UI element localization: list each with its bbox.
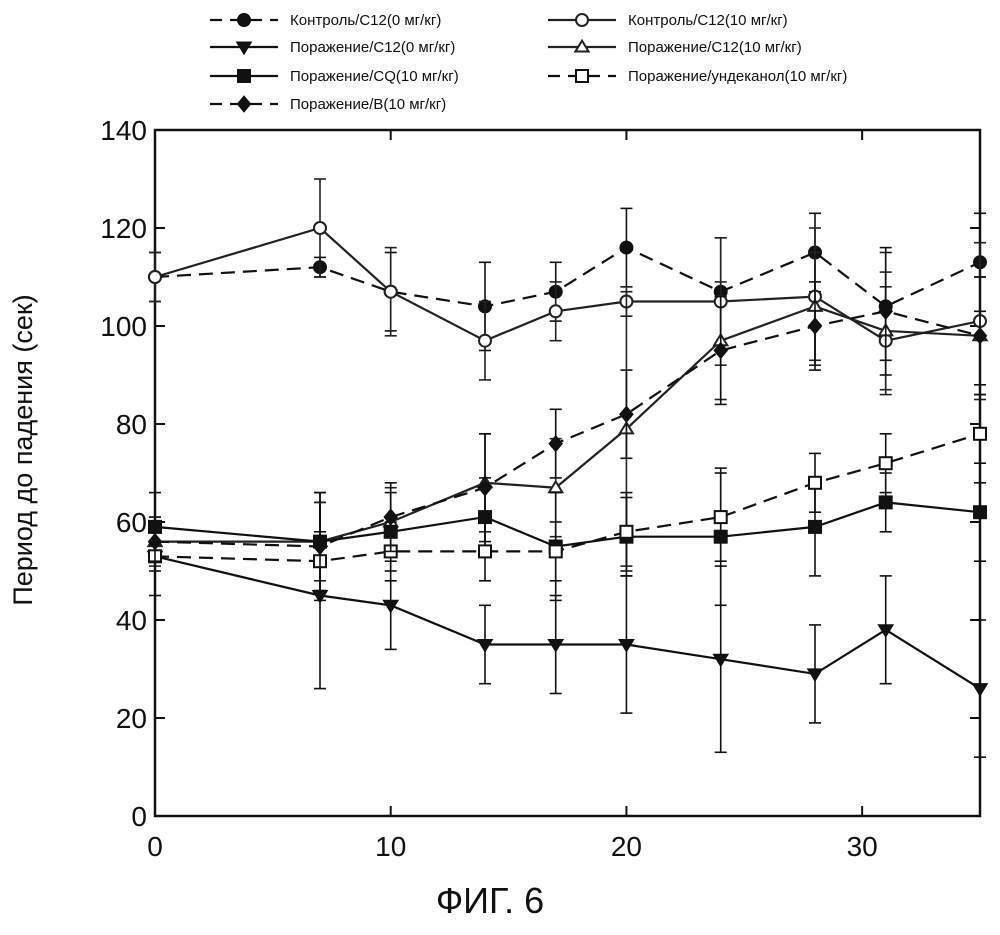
- legend-item-5: Поражение/CQ(10 мг/кг): [210, 68, 459, 85]
- legend-item-2: Контроль/C12(10 мг/кг): [548, 12, 788, 29]
- series-line: [155, 248, 980, 307]
- y-tick-label: 60: [116, 507, 147, 538]
- data-point: [620, 242, 632, 254]
- legend-item-3: Поражение/C12(0 мг/кг): [210, 39, 455, 56]
- legend-label: Поражение/ундеканол(10 мг/кг): [628, 68, 847, 85]
- series-7: [149, 248, 986, 601]
- y-tick-label: 140: [100, 115, 147, 146]
- data-point: [809, 477, 821, 489]
- y-tick-label: 0: [131, 801, 147, 832]
- data-point: [550, 545, 562, 557]
- series-2: [149, 179, 986, 400]
- y-tick-label: 80: [116, 409, 147, 440]
- y-tick-label: 40: [116, 605, 147, 636]
- legend-label: Поражение/CQ(10 мг/кг): [290, 68, 459, 85]
- legend-marker: [238, 70, 250, 82]
- series-6: [149, 385, 986, 591]
- legend-item-6: Поражение/ундеканол(10 мг/кг): [548, 68, 847, 85]
- data-point: [385, 286, 397, 298]
- x-tick-label: 20: [611, 831, 642, 862]
- legend-label: Контроль/C12(10 мг/кг): [628, 12, 788, 29]
- data-point: [715, 511, 727, 523]
- legend-label: Поражение/B(10 мг/кг): [290, 96, 446, 113]
- legend-label: Контроль/C12(0 мг/кг): [290, 12, 441, 29]
- x-tick-label: 30: [847, 831, 878, 862]
- data-point: [809, 521, 821, 533]
- legend-marker: [576, 70, 588, 82]
- legend-label: Поражение/C12(10 мг/кг): [628, 39, 802, 56]
- data-point: [880, 496, 892, 508]
- legend-item-1: Контроль/C12(0 мг/кг): [210, 12, 441, 29]
- x-tick-label: 0: [147, 831, 163, 862]
- x-axis: 0 10 20 30: [147, 130, 878, 862]
- data-point: [314, 222, 326, 234]
- figure-caption: ФИГ. 6: [436, 880, 544, 921]
- data-point: [974, 428, 986, 440]
- series-layer: [148, 179, 986, 757]
- series-4: [148, 253, 986, 581]
- y-axis-label: Период до падения (сек): [8, 294, 38, 605]
- y-tick-label: 120: [100, 213, 147, 244]
- series-line: [155, 556, 980, 688]
- data-point: [809, 319, 821, 333]
- data-point: [880, 457, 892, 469]
- data-point: [149, 271, 161, 283]
- data-point: [620, 526, 632, 538]
- x-tick-label: 10: [375, 831, 406, 862]
- legend-item-4: Поражение/C12(10 мг/кг): [548, 39, 802, 56]
- data-point: [479, 335, 491, 347]
- legend-item-7: Поражение/B(10 мг/кг): [210, 96, 446, 113]
- data-point: [620, 407, 632, 421]
- legend-label: Поражение/C12(0 мг/кг): [290, 39, 455, 56]
- series-line: [155, 502, 980, 546]
- y-tick-label: 20: [116, 703, 147, 734]
- legend-marker: [238, 97, 250, 111]
- legend: Контроль/C12(0 мг/кг) Контроль/C12(10 мг/…: [210, 12, 847, 113]
- data-point: [879, 625, 892, 636]
- data-point: [973, 684, 986, 695]
- series-line: [155, 311, 980, 546]
- legend-marker: [576, 14, 588, 26]
- data-point: [550, 305, 562, 317]
- data-point: [974, 506, 986, 518]
- series-line: [155, 306, 980, 541]
- plot-frame: [155, 130, 980, 816]
- data-point: [479, 545, 491, 557]
- y-tick-label: 100: [100, 311, 147, 342]
- legend-marker: [238, 14, 250, 26]
- chart: Контроль/C12(0 мг/кг) Контроль/C12(10 мг/…: [0, 0, 1000, 935]
- series-1: [149, 208, 986, 360]
- data-point: [808, 669, 821, 680]
